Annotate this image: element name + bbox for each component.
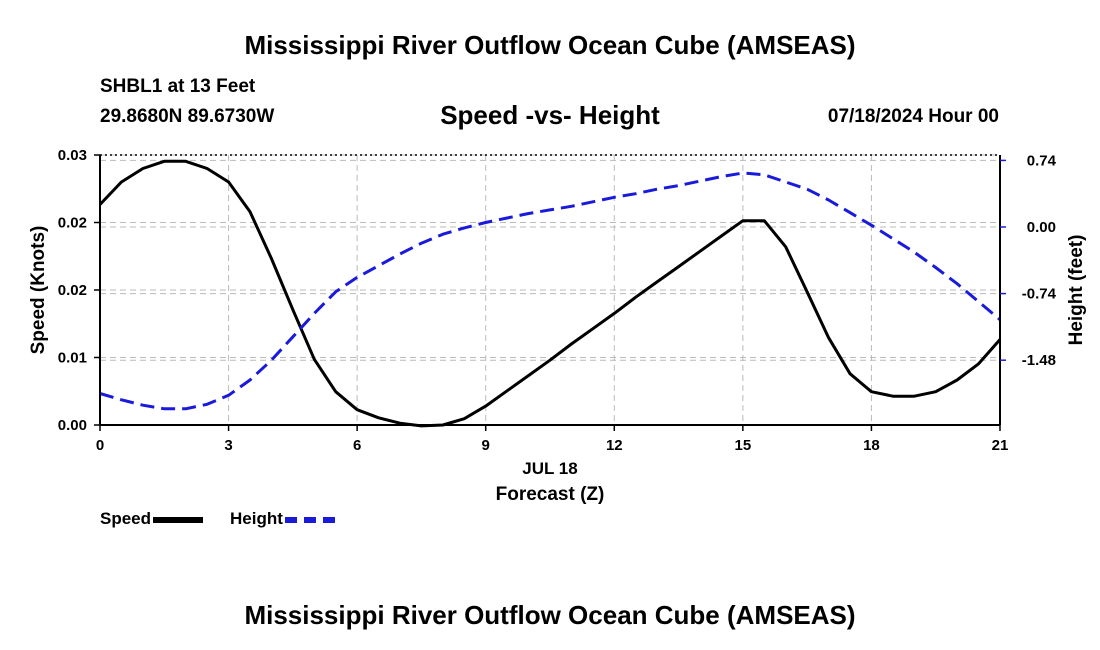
x-tick-label: 18 bbox=[863, 437, 880, 454]
chart-subtitle: Speed -vs- Height bbox=[0, 100, 1100, 131]
x-axis-date-label: JUL 18 bbox=[522, 459, 577, 478]
speed-height-chart: 0 3 6 9 12 15 18 21 0.00 0.01 0.02 0.02 0.03 -1.48 -0.… bbox=[28, 147, 1087, 505]
chart-subtitle-text: Speed -vs- Height bbox=[440, 100, 660, 130]
x-tick-label: 6 bbox=[353, 437, 361, 454]
right-tick-label: 0.74 bbox=[1027, 152, 1057, 169]
footer-title: Mississippi River Outflow Ocean Cube (AM… bbox=[244, 600, 856, 630]
coordinates-label: 29.8680N 89.6730W bbox=[100, 106, 275, 127]
right-tick-label: 0.00 bbox=[1027, 219, 1056, 236]
right-axis-label: Height (feet) bbox=[1066, 235, 1087, 346]
x-tick-label: 12 bbox=[606, 437, 623, 454]
left-tick-label: 0.02 bbox=[58, 215, 87, 232]
left-tick-label: 0.02 bbox=[58, 282, 87, 299]
x-tick-label: 0 bbox=[96, 437, 104, 454]
station-label: SHBL1 at 13 Feet bbox=[100, 76, 256, 97]
x-tick-label: 15 bbox=[735, 437, 752, 454]
left-axis-label: Speed (Knots) bbox=[28, 226, 49, 355]
series-line-height bbox=[99, 171, 1001, 411]
x-axis-label: Forecast (Z) bbox=[496, 484, 605, 505]
left-tick-label: 0.01 bbox=[58, 350, 87, 367]
legend-label-height: Height bbox=[230, 509, 283, 528]
left-tick-label: 0.03 bbox=[58, 147, 87, 164]
series-line-speed bbox=[98, 159, 1002, 428]
x-tick-label: 9 bbox=[482, 437, 490, 454]
main-title: Mississippi River Outflow Ocean Cube (AM… bbox=[244, 30, 856, 60]
left-tick-label: 0.00 bbox=[58, 417, 87, 434]
x-tick-label: 3 bbox=[224, 437, 232, 454]
datetime-label: 07/18/2024 Hour 00 bbox=[827, 106, 999, 127]
right-tick-label: -0.74 bbox=[1022, 286, 1057, 303]
legend-swatch-speed bbox=[153, 516, 204, 523]
x-tick-label: 21 bbox=[992, 437, 1009, 454]
legend-swatch-height bbox=[284, 516, 335, 523]
right-tick-label: -1.48 bbox=[1022, 352, 1056, 369]
legend-item-speed: Speed bbox=[100, 509, 204, 529]
legend-item-height: Height bbox=[230, 509, 335, 529]
legend-label-speed: Speed bbox=[100, 509, 152, 528]
